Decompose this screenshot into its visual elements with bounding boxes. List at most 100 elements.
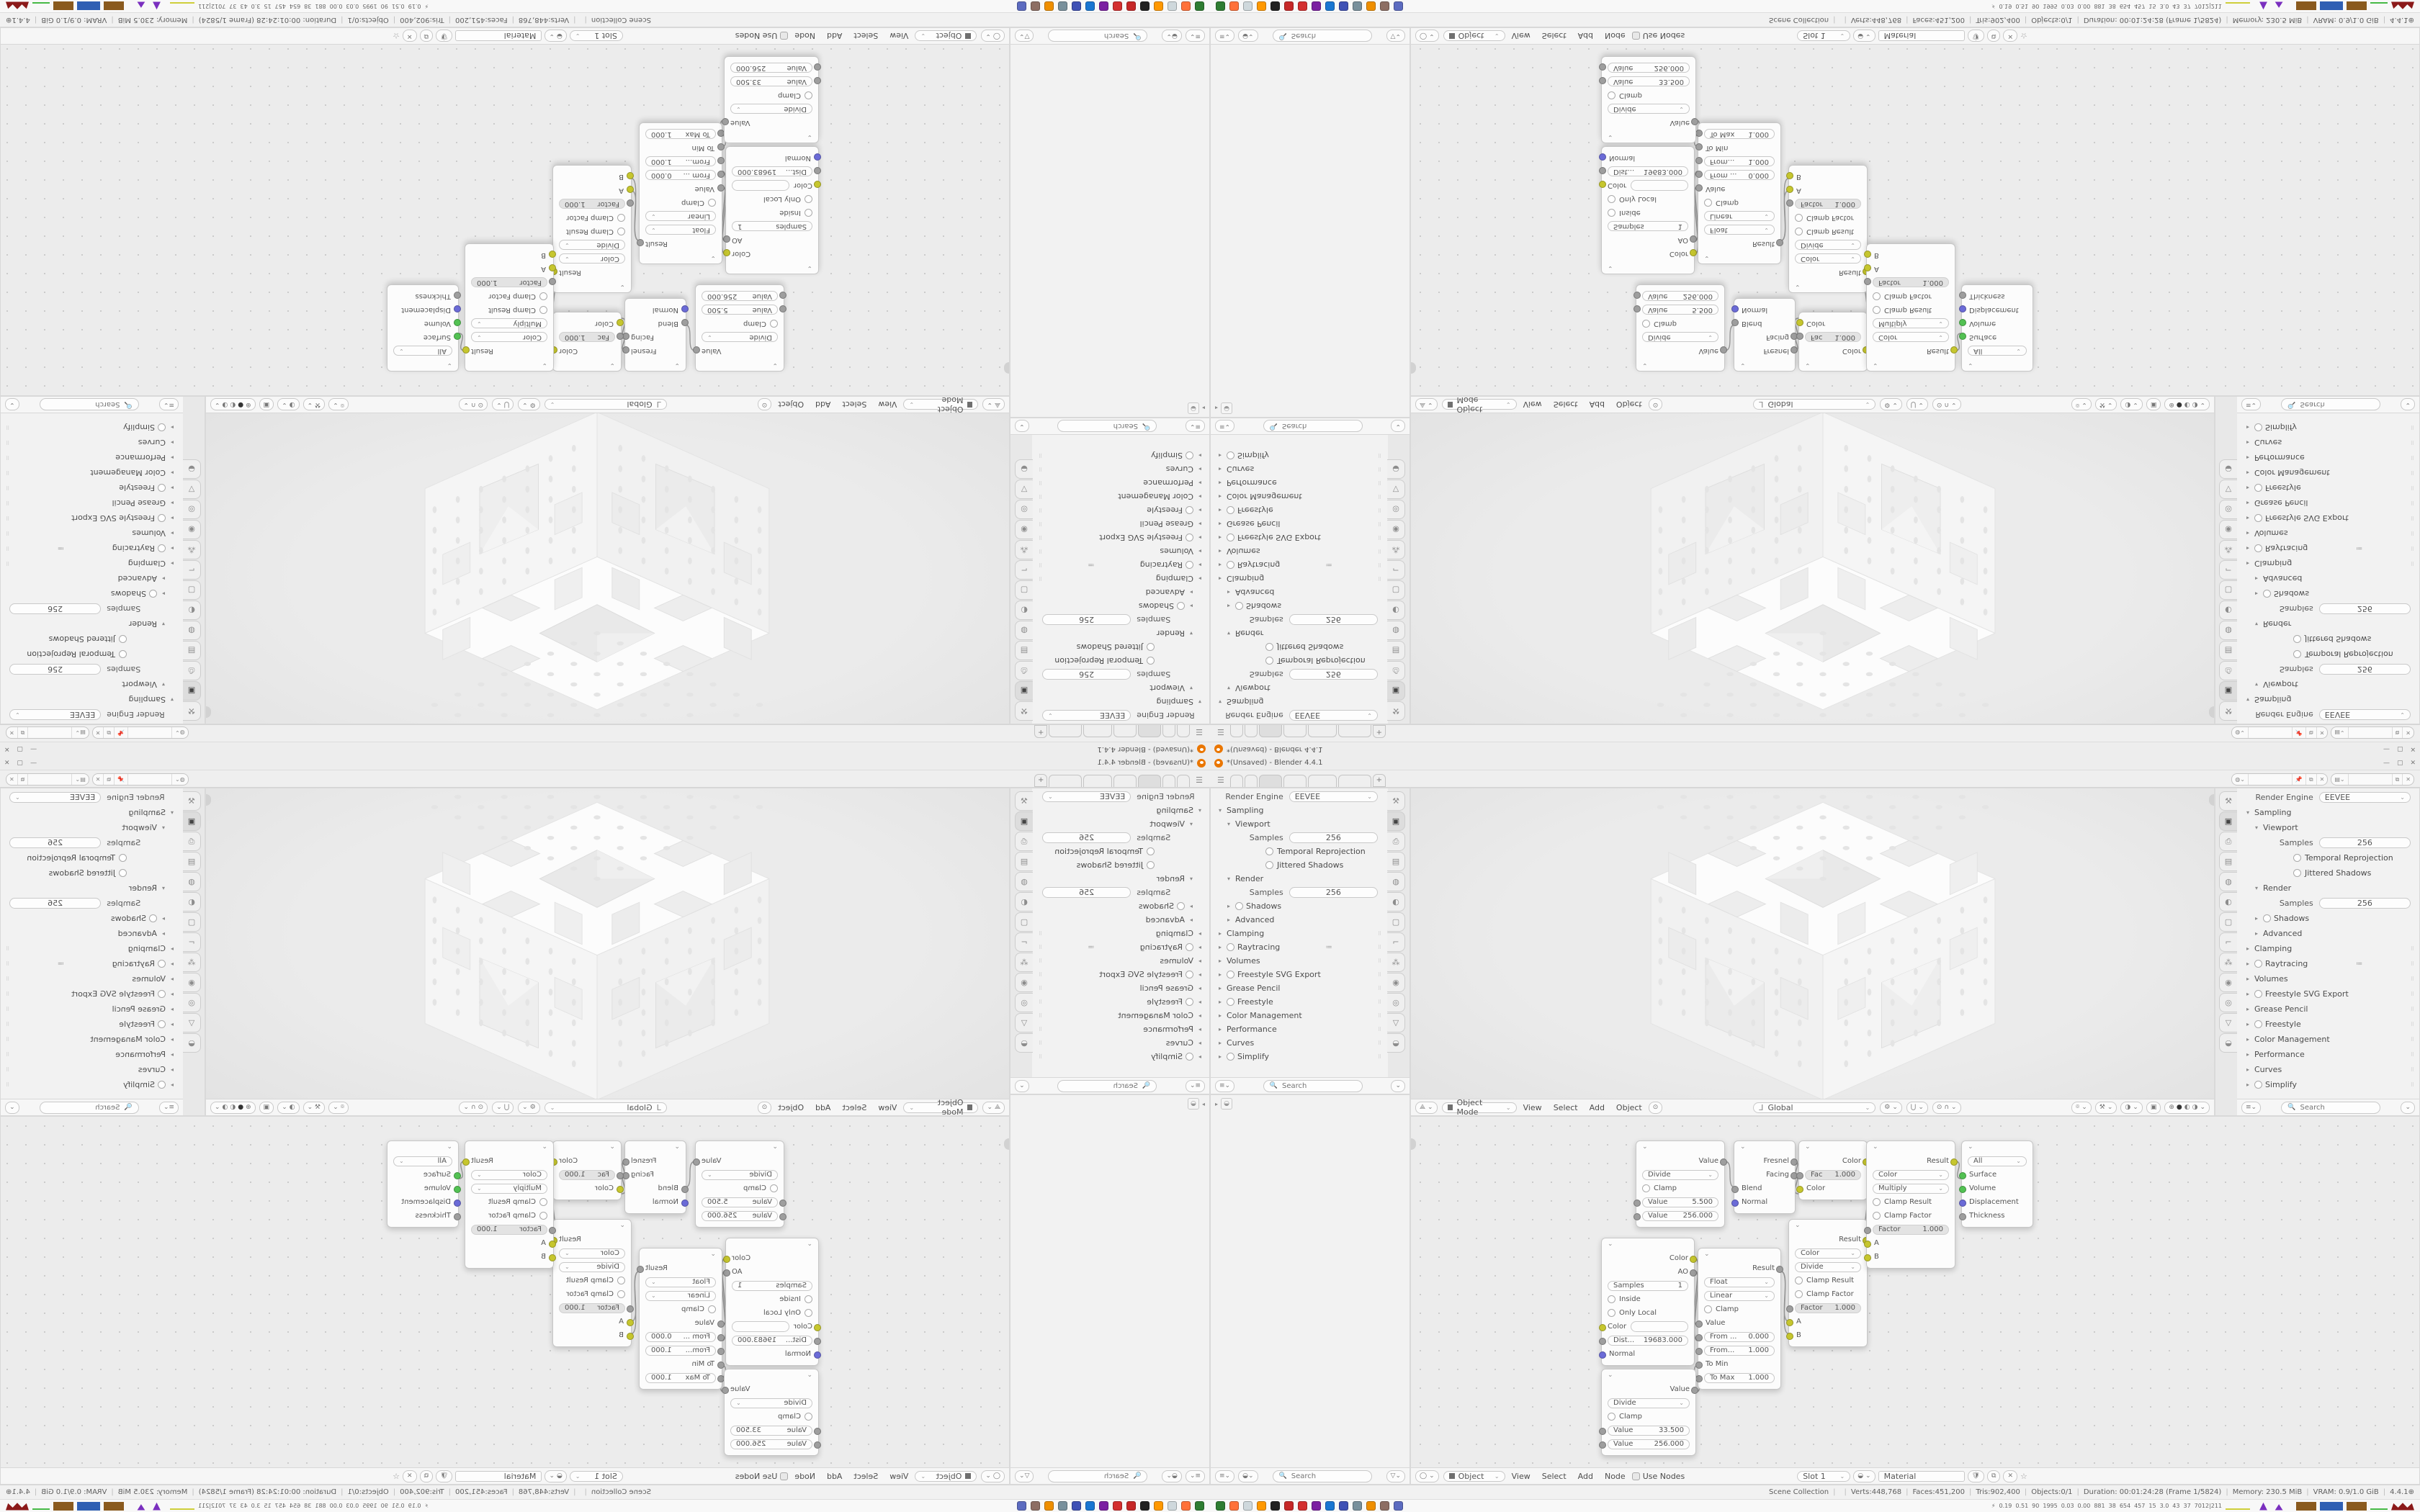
value-field[interactable]: 256 <box>9 603 102 614</box>
editor-type-button[interactable]: ≡⌄ <box>1185 1079 1205 1092</box>
properties-tab-modifiers[interactable]: ⌐ <box>1387 932 1405 952</box>
gizmo-dropdown[interactable]: ⚙ ⌄ <box>1880 1101 1902 1114</box>
workspace-tab-1[interactable] <box>1177 725 1191 737</box>
section-grease-pencil[interactable]: ▸ Grease Pencil ⠿ <box>2 495 179 510</box>
checkbox-temporal-reprojection[interactable]: Temporal Reprojection <box>1214 845 1385 858</box>
collapse-chevron-button[interactable]: ⌄ <box>1391 1079 1405 1092</box>
node-row-inside[interactable]: Inside <box>1608 206 1688 220</box>
node-row-from-[interactable]: From ... 0.000 <box>645 1330 725 1344</box>
properties-tab-output[interactable]: ⎙ <box>183 661 201 680</box>
properties-tab-modifiers[interactable]: ⌐ <box>183 560 201 580</box>
node-row-value[interactable]: Value 256.000 <box>1634 1209 1718 1223</box>
taskbar-app-gimp[interactable] <box>1380 1 1389 11</box>
node-row-factor[interactable]: Factor 1.000 <box>471 1223 556 1236</box>
node-collapse-chevron[interactable]: ⌄ <box>619 283 625 290</box>
orientation-dropdown[interactable]: ⅃ Global ⌄ <box>1753 399 1876 410</box>
section-curves[interactable]: ▸ Curves ⠿ <box>2 435 179 450</box>
taskbar-app-terminal[interactable] <box>1195 1 1204 11</box>
section-color-management[interactable]: ▸ Color Management ⠿ <box>1214 1009 1385 1022</box>
properties-tab-constraints[interactable]: ◎ <box>1387 500 1405 519</box>
node-collapse-chevron[interactable]: ⌄ <box>1642 1143 1648 1151</box>
shading-mode-buttons[interactable]: ⊕ ● ◐ ◑ ⌄ <box>210 1101 256 1114</box>
shading-mode-buttons[interactable]: ⊕ ● ◐ ◑ ⌄ <box>2164 1101 2210 1114</box>
workspace-tab-4[interactable] <box>1113 775 1137 787</box>
properties-tab-render[interactable]: ▣ <box>2219 811 2237 831</box>
node-collapse-chevron[interactable]: ⌄ <box>807 264 812 271</box>
shader-type-dropdown[interactable]: Object ⌄ <box>1443 30 1505 42</box>
taskbar-app-blender[interactable] <box>1366 1 1376 11</box>
xray-toggle[interactable]: ▣ <box>259 398 274 411</box>
properties-tab-tool[interactable]: ⚒ <box>183 701 201 721</box>
mode-dropdown[interactable]: Object Mode ⌄ <box>1441 1098 1517 1117</box>
section-viewport[interactable]: ▾ Viewport <box>122 823 166 832</box>
taskbar-app-red-gear-app[interactable] <box>1284 1 1294 11</box>
window-controls[interactable]: — ▢ ✕ <box>4 760 37 767</box>
node-collapse-chevron[interactable]: ⌄ <box>609 361 615 369</box>
fake-user-shield-icon[interactable]: 🛡 <box>435 30 453 42</box>
node-material-output[interactable]: ⌄ All ⌄ Surface Volume Displacement Thickness <box>1959 1140 2033 1228</box>
material-name-field[interactable]: Material <box>455 30 542 42</box>
shader-view-menu[interactable]: View <box>889 1471 909 1481</box>
menger-cube-object[interactable] <box>403 794 792 1108</box>
properties-tab-view-layer[interactable]: ▤ <box>2219 852 2237 871</box>
node-row-to-max[interactable]: To Max 1.000 <box>645 127 725 141</box>
xray-toggle[interactable]: ▣ <box>2146 1101 2161 1114</box>
value-field[interactable]: 256 <box>9 898 102 909</box>
shader-node-menu[interactable]: Node <box>794 31 816 41</box>
node-row-linear[interactable]: Linear ⌄ <box>1704 210 1775 223</box>
sidebar-toggle-handle[interactable] <box>2209 794 2214 806</box>
orientation-dropdown[interactable]: ⅃ Global ⌄ <box>544 399 667 410</box>
section-volumes[interactable]: ▸ Volumes ⠿ <box>1214 544 1385 558</box>
menger-cube-object[interactable] <box>1628 404 2017 718</box>
node-collapse-chevron[interactable]: ⌄ <box>1608 264 1613 271</box>
node-math-divide-1[interactable]: ⌄ Value Divide ⌄ Clamp Value 5.500 Value 256.000 <box>693 1140 786 1228</box>
section-advanced[interactable]: ▸ Advanced <box>2254 574 2303 583</box>
node-row-color[interactable]: Color ⌄ <box>1795 1246 1861 1260</box>
filter-funnel-button[interactable]: ▽⌄ <box>1386 1470 1405 1482</box>
section-advanced[interactable]: ▸ Advanced <box>2254 929 2303 938</box>
properties-tab-physics[interactable]: ◉ <box>1387 520 1405 539</box>
section-viewport[interactable]: ▾ Viewport <box>1150 683 1193 693</box>
shader-type-dropdown[interactable]: Object ⌄ <box>915 30 977 42</box>
section-performance[interactable]: ▸ Performance ⠿ <box>2241 450 2418 465</box>
window-controls[interactable]: — ▢ ✕ <box>2383 746 2416 753</box>
properties-tab-view-layer[interactable]: ▤ <box>183 641 201 660</box>
section-sampling[interactable]: ▾ Sampling <box>1156 806 1202 815</box>
taskbar-app-terminal[interactable] <box>1216 1 1225 11</box>
node-row-all[interactable]: All ⌄ <box>393 1154 452 1168</box>
editor-type-button[interactable]: ≡⌄ <box>1215 1470 1235 1482</box>
search-input[interactable]: 🔍 <box>1272 30 1372 42</box>
section-grease-pencil[interactable]: ▸ Grease Pencil ⠿ <box>2241 1002 2418 1017</box>
node-row-samples[interactable]: Samples 1 <box>732 1279 812 1292</box>
section-render[interactable]: ▾ Render <box>1227 629 1264 638</box>
properties-tab-tool[interactable]: ⚒ <box>2219 701 2237 721</box>
workspace-tab-3[interactable] <box>1138 775 1162 787</box>
section-render[interactable]: ▾ Render <box>1227 874 1264 883</box>
add-workspace-button[interactable]: + <box>1034 725 1048 738</box>
node-collapse-chevron[interactable]: ⌄ <box>710 1251 716 1258</box>
slot-dropdown[interactable]: Slot 1 ⌄ <box>569 1470 623 1482</box>
section-render[interactable]: ▾ Render <box>128 619 166 629</box>
node-row-dist-[interactable]: Dist... 19683.000 <box>1599 165 1688 179</box>
shader-editor[interactable]: ⌄ Value Divide ⌄ Clamp Value 5.500 Value 256.000… <box>0 1116 1010 1485</box>
section-grease-pencil[interactable]: ▸ Grease Pencil ⠿ <box>2 1002 179 1017</box>
workspace-tab-4[interactable] <box>1283 775 1307 787</box>
viewport-add-menu[interactable]: Add <box>815 1102 831 1112</box>
pin-icon[interactable]: ☆ <box>393 31 400 41</box>
properties-tab-render[interactable]: ▣ <box>183 811 201 831</box>
close-icon[interactable]: ✕ <box>402 1470 417 1482</box>
node-row-clamp-result[interactable]: Clamp Result <box>1873 1195 1949 1209</box>
node-row-value[interactable]: Value 33.500 <box>1599 75 1690 89</box>
workspace-tab-1[interactable] <box>1229 725 1243 737</box>
node-row-from-[interactable]: From... 1.000 <box>1695 1344 1775 1357</box>
node-math-divide-2[interactable]: ⌄ Value Divide ⌄ Clamp Value 33.500 Value 256.00… <box>722 1369 821 1456</box>
value-field[interactable]: 256 <box>2318 664 2411 675</box>
collapse-chevron-button[interactable]: ⌄ <box>1015 1079 1029 1092</box>
node-row-inside[interactable]: Inside <box>1608 1292 1688 1306</box>
workspace-tab-2[interactable] <box>1162 775 1176 787</box>
value-field[interactable]: EEVEE ⌄ <box>9 792 102 803</box>
section-performance[interactable]: ▸ Performance ⠿ <box>1214 476 1385 490</box>
section-performance[interactable]: ▸ Performance ⠿ <box>1035 1022 1206 1036</box>
node-row-value[interactable]: Value 256.000 <box>730 61 821 75</box>
slot-dropdown[interactable]: Slot 1 ⌄ <box>1797 1470 1851 1482</box>
